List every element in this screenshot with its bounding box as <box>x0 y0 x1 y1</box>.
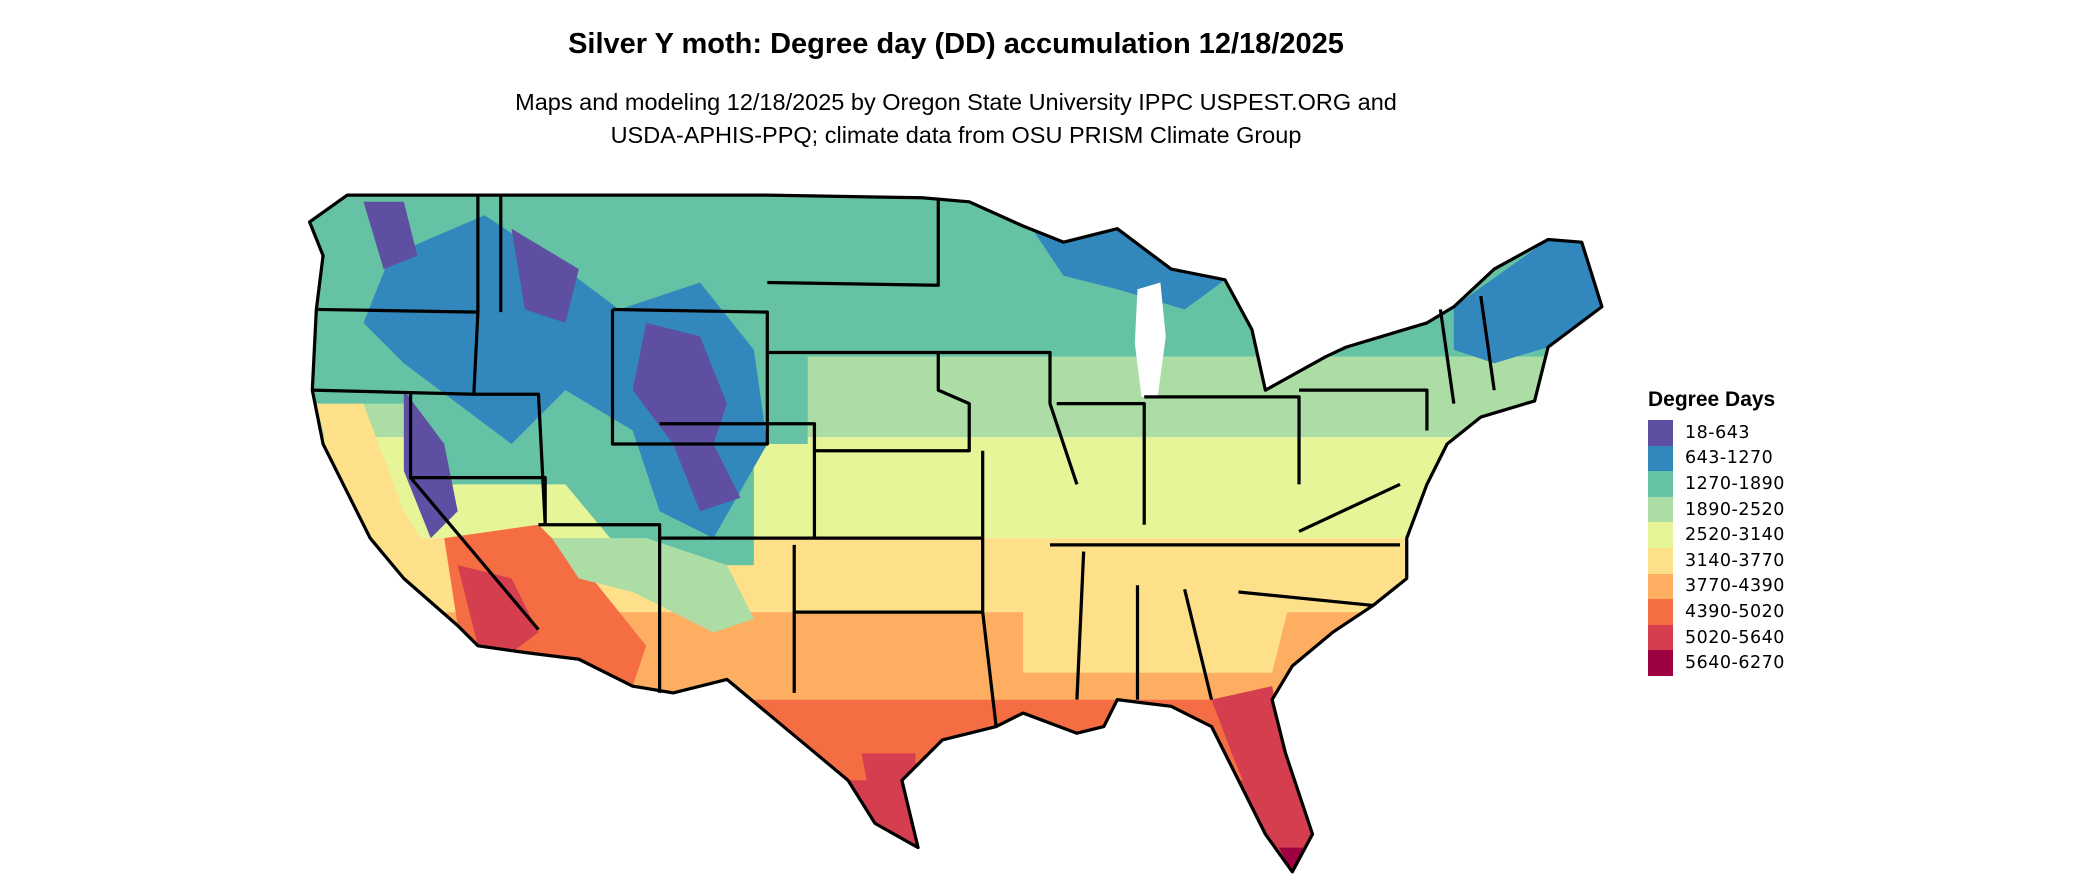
legend-swatch <box>1648 547 1673 574</box>
state-borders <box>308 193 1604 874</box>
legend-item: 3140-3770 <box>1648 547 1785 574</box>
map-subtitle: Maps and modeling 12/18/2025 by Oregon S… <box>0 86 1912 152</box>
legend-item: 3770-4390 <box>1648 573 1785 600</box>
legend-swatch <box>1648 496 1673 523</box>
legend-label: 5640-6270 <box>1685 653 1785 674</box>
legend-swatch <box>1648 573 1673 600</box>
subtitle-line-2: USDA-APHIS-PPQ; climate data from OSU PR… <box>610 122 1302 148</box>
legend-label: 643-1270 <box>1685 448 1774 469</box>
legend-swatch <box>1648 420 1673 446</box>
legend-swatch <box>1648 471 1673 497</box>
legend-label: 2520-3140 <box>1685 525 1785 546</box>
legend-label: 5020-5640 <box>1685 627 1785 648</box>
legend-title: Degree Days <box>1648 388 1776 411</box>
legend-swatch <box>1648 624 1673 651</box>
legend-item: 18-643 <box>1648 420 1785 446</box>
legend-item: 2520-3140 <box>1648 522 1785 548</box>
legend-item: 5020-5640 <box>1648 624 1785 651</box>
degree-days-legend: Degree Days 18-643 643-1270 1270-1890 1890-… <box>1648 388 1785 676</box>
legend-item: 4390-5020 <box>1648 599 1785 625</box>
legend-label: 3770-4390 <box>1685 576 1785 597</box>
map-title: Silver Y moth: Degree day (DD) accumulat… <box>568 28 1344 60</box>
legend-swatch <box>1648 522 1673 548</box>
legend-swatch <box>1648 650 1673 676</box>
legend-label: 4390-5020 <box>1685 601 1785 622</box>
legend-swatch <box>1648 445 1673 472</box>
legend-label: 3140-3770 <box>1685 550 1785 571</box>
degree-day-raster <box>309 195 1602 872</box>
legend-item: 1270-1890 <box>1648 471 1785 497</box>
legend-swatch <box>1648 599 1673 625</box>
subtitle-line-1: Maps and modeling 12/18/2025 by Oregon S… <box>515 89 1397 115</box>
legend-item: 1890-2520 <box>1648 496 1785 523</box>
legend-label: 1890-2520 <box>1685 499 1785 520</box>
legend-item: 5640-6270 <box>1648 650 1785 676</box>
legend-label: 1270-1890 <box>1685 473 1785 494</box>
legend-label: 18-643 <box>1685 422 1750 443</box>
legend-item: 643-1270 <box>1648 445 1785 472</box>
